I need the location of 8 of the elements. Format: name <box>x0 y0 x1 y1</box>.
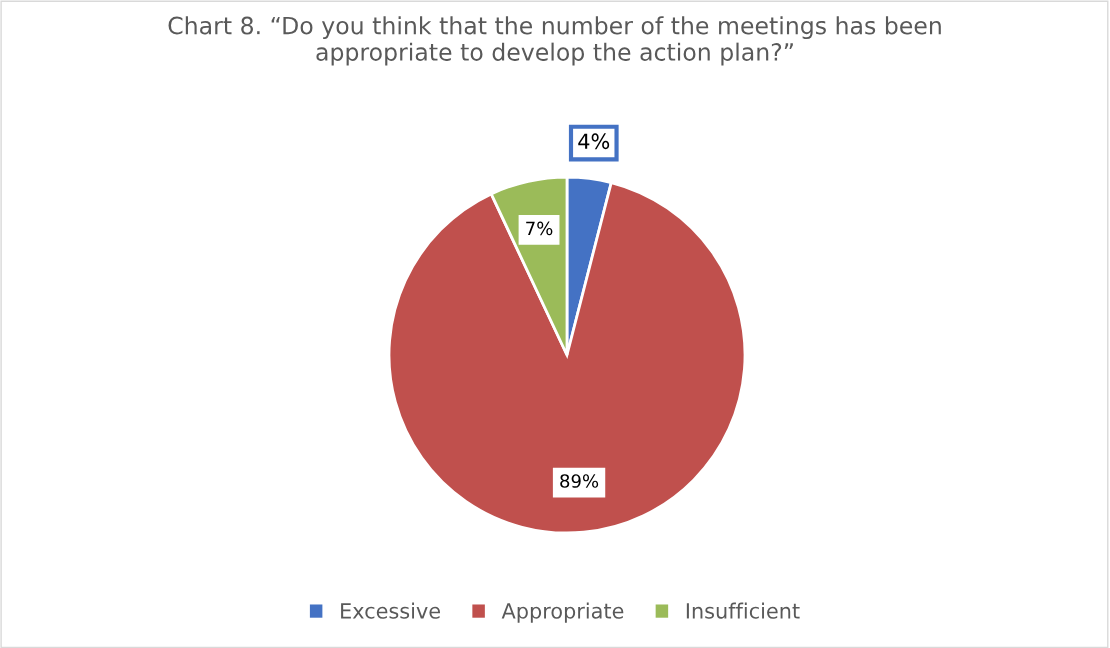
data-label: 7% <box>526 221 553 236</box>
pie-slice <box>389 181 745 533</box>
data-label: 4% <box>578 133 610 150</box>
data-label: 89% <box>560 474 599 488</box>
legend-label: Insufficient <box>686 602 800 619</box>
chart-title: Chart 8. “Do you think that the number of the meetings has been appropriate to develop the action plan?” <box>168 16 941 66</box>
legend-label: Excessive <box>341 602 440 619</box>
legend-label: Appropriate <box>501 602 624 623</box>
